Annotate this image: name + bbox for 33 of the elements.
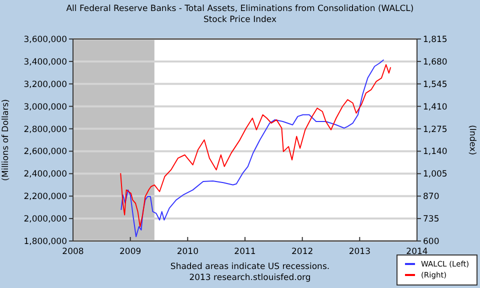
x-tick-label: 2009 — [120, 247, 142, 257]
y2-tick-label: 1,680 — [423, 57, 448, 68]
y2-tick-label: 1,815 — [423, 34, 448, 45]
y-axis-title: (Millions of Dollars) — [1, 99, 11, 181]
y2-tick-label: 735 — [423, 214, 440, 225]
y2-tick-label: 1,410 — [423, 102, 448, 112]
y2-tick-label: 870 — [423, 192, 440, 202]
chart-title: All Federal Reserve Banks - Total Assets, Eliminations from Consolidation (WALCL) — [66, 4, 414, 14]
text: Shaded areas indicate US recessions. — [170, 262, 330, 272]
x-tick-label: 2010 — [176, 247, 198, 257]
x-tick-label: 2011 — [234, 247, 256, 257]
text: 2013 research.stlouisfed.org — [189, 273, 311, 283]
y-tick-label: 3,600,000 — [24, 34, 67, 45]
y-tick-label: 3,200,000 — [24, 80, 67, 90]
y-tick-label: 3,000,000 — [24, 102, 67, 112]
y2-tick-label: 1,545 — [423, 80, 448, 90]
x-tick-label: 2008 — [62, 247, 84, 257]
x-tick-label: 2014 — [406, 247, 428, 257]
x-tick-label: 2012 — [292, 247, 314, 257]
chart-subtitle: Stock Price Index — [203, 15, 277, 25]
x-tick-label: 2013 — [348, 247, 370, 257]
y-tick-label: 2,600,000 — [24, 147, 67, 158]
y-tick-label: 2,000,000 — [24, 214, 67, 225]
y2-tick-label: 1,005 — [423, 170, 448, 180]
y-tick-label: 2,400,000 — [24, 170, 67, 180]
y-tick-label: 2,800,000 — [24, 124, 67, 135]
y2-tick-label: 1,275 — [423, 124, 448, 135]
y2-tick-label: 1,140 — [423, 147, 448, 158]
y-tick-label: 1,800,000 — [24, 236, 67, 247]
y-tick-label: 2,200,000 — [24, 192, 67, 202]
y2-tick-label: 600 — [423, 236, 440, 247]
y-tick-label: 3,400,000 — [24, 57, 67, 68]
y2-axis-title: (Index) — [467, 124, 477, 156]
